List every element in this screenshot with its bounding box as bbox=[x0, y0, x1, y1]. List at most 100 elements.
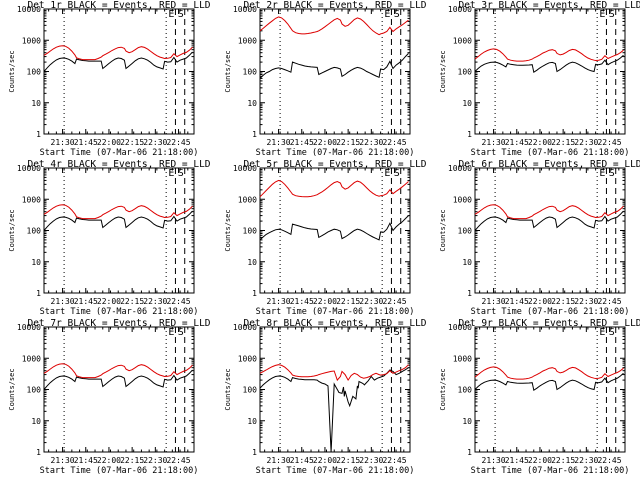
y-tick-label: 1000 bbox=[22, 36, 41, 45]
x-tick-label: 22:00 bbox=[313, 297, 337, 306]
x-tick-label: 22:00 bbox=[528, 456, 552, 465]
y-tick-label: 100 bbox=[243, 386, 258, 395]
events-series-line bbox=[43, 51, 193, 72]
y-tick-label: 100 bbox=[458, 227, 473, 236]
x-tick-label: 22:15 bbox=[120, 138, 144, 147]
y-tick-label: 100 bbox=[243, 227, 258, 236]
y-tick-label: 10 bbox=[247, 417, 257, 426]
lld-series-line bbox=[43, 204, 193, 220]
x-tick-label: 22:30 bbox=[574, 297, 598, 306]
y-tick-label: 1000 bbox=[238, 354, 257, 363]
lld-series-line bbox=[474, 204, 624, 220]
chart-title: Det 6r BLACK = Events, RED = LLD bbox=[458, 159, 640, 170]
x-axis-label: Start Time (07-Mar-06 21:18:00) bbox=[471, 307, 630, 317]
x-tick-label: 22:15 bbox=[551, 297, 575, 306]
marker-label: S bbox=[609, 168, 615, 179]
y-tick-label: 1000 bbox=[453, 354, 472, 363]
y-tick-label: 1 bbox=[252, 448, 257, 457]
y-tick-label: 1 bbox=[36, 448, 41, 457]
chart-panel-8: Det 8r BLACK = Events, RED = LLD 1 10 100 10… bbox=[224, 318, 427, 476]
lld-series-line bbox=[43, 45, 193, 61]
marker-label: E bbox=[168, 168, 174, 179]
chart-title: Det 9r BLACK = Events, RED = LLD bbox=[458, 318, 640, 329]
x-tick-label: 22:30 bbox=[143, 138, 167, 147]
plot-frame bbox=[474, 8, 626, 135]
x-tick-label: 22:30 bbox=[359, 138, 383, 147]
y-tick-label: 10000 bbox=[17, 323, 41, 332]
lld-series-line bbox=[259, 16, 409, 36]
events-series-line bbox=[43, 369, 193, 390]
x-tick-label: 21:30 bbox=[482, 138, 506, 147]
y-tick-label: 1000 bbox=[238, 36, 257, 45]
y-tick-label: 10 bbox=[462, 99, 472, 108]
events-series-line bbox=[474, 372, 624, 392]
y-axis-label: Counts/sec bbox=[224, 368, 232, 410]
x-tick-label: 22:45 bbox=[166, 297, 190, 306]
chart-title: Det 1r BLACK = Events, RED = LLD bbox=[27, 0, 210, 11]
lld-series-line bbox=[43, 363, 193, 379]
x-tick-label: 22:00 bbox=[313, 138, 337, 147]
x-tick-label: 22:00 bbox=[528, 138, 552, 147]
plot-frame bbox=[43, 8, 195, 135]
chart-panel-7: Det 7r BLACK = Events, RED = LLD 1 10 100 10… bbox=[8, 318, 211, 476]
y-tick-label: 10 bbox=[31, 258, 41, 267]
y-tick-label: 1 bbox=[467, 448, 472, 457]
y-tick-label: 1000 bbox=[453, 195, 472, 204]
marker-label: S bbox=[394, 168, 400, 179]
events-series-line bbox=[259, 53, 409, 79]
y-tick-label: 10000 bbox=[448, 5, 472, 14]
y-tick-label: 100 bbox=[458, 386, 473, 395]
y-tick-label: 10 bbox=[31, 417, 41, 426]
marker-label: E bbox=[599, 168, 605, 179]
chart-panel-4: Det 4r BLACK = Events, RED = LLD 1 10 100 10… bbox=[8, 159, 211, 317]
y-tick-label: 1 bbox=[252, 130, 257, 139]
y-tick-label: 1 bbox=[467, 289, 472, 298]
y-tick-label: 10 bbox=[462, 417, 472, 426]
y-tick-label: 1000 bbox=[22, 195, 41, 204]
x-tick-label: 22:15 bbox=[120, 456, 144, 465]
x-axis-label: Start Time (07-Mar-06 21:18:00) bbox=[256, 466, 415, 476]
chart-title: Det 3r BLACK = Events, RED = LLD bbox=[458, 0, 640, 11]
x-tick-label: 22:00 bbox=[97, 297, 121, 306]
x-tick-label: 22:00 bbox=[97, 456, 121, 465]
x-tick-label: 22:15 bbox=[336, 297, 360, 306]
y-axis-label: Counts/sec bbox=[439, 209, 447, 251]
y-tick-label: 10 bbox=[462, 258, 472, 267]
events-series-line bbox=[43, 210, 193, 231]
plot-frame bbox=[259, 326, 411, 453]
x-tick-label: 21:30 bbox=[51, 456, 75, 465]
x-tick-label: 21:30 bbox=[267, 138, 291, 147]
y-tick-label: 10 bbox=[31, 99, 41, 108]
chart-title: Det 7r BLACK = Events, RED = LLD bbox=[27, 318, 210, 329]
y-tick-label: 100 bbox=[27, 68, 42, 77]
x-tick-label: 22:45 bbox=[382, 138, 406, 147]
events-series-line bbox=[259, 215, 409, 241]
marker-label: E bbox=[599, 9, 605, 20]
x-tick-label: 21:30 bbox=[51, 297, 75, 306]
marker-label: E bbox=[384, 168, 390, 179]
y-tick-label: 1000 bbox=[453, 36, 472, 45]
y-tick-label: 100 bbox=[27, 386, 42, 395]
x-axis-label: Start Time (07-Mar-06 21:18:00) bbox=[40, 148, 199, 158]
chart-title: Det 4r BLACK = Events, RED = LLD bbox=[27, 159, 210, 170]
x-tick-label: 22:45 bbox=[382, 297, 406, 306]
y-axis-label: Counts/sec bbox=[439, 368, 447, 410]
marker-label: S bbox=[178, 168, 184, 179]
chart-panel-3: Det 3r BLACK = Events, RED = LLD 1 10 100 10… bbox=[439, 0, 640, 158]
chart-panel-5: Det 5r BLACK = Events, RED = LLD 1 10 100 10… bbox=[224, 159, 427, 317]
y-tick-label: 100 bbox=[27, 227, 42, 236]
x-tick-label: 22:30 bbox=[574, 138, 598, 147]
plot-frame bbox=[474, 167, 626, 294]
x-axis-label: Start Time (07-Mar-06 21:18:00) bbox=[256, 148, 415, 158]
y-axis-label: Counts/sec bbox=[8, 209, 16, 251]
y-tick-label: 10000 bbox=[17, 5, 41, 14]
chart-title: Det 5r BLACK = Events, RED = LLD bbox=[243, 159, 426, 170]
y-tick-label: 1 bbox=[252, 289, 257, 298]
x-tick-label: 21:30 bbox=[482, 456, 506, 465]
x-tick-label: 22:45 bbox=[597, 138, 621, 147]
events-series-line bbox=[259, 367, 409, 453]
plot-frame bbox=[43, 167, 195, 294]
y-tick-label: 10 bbox=[247, 99, 257, 108]
x-axis-label: Start Time (07-Mar-06 21:18:00) bbox=[471, 466, 630, 476]
